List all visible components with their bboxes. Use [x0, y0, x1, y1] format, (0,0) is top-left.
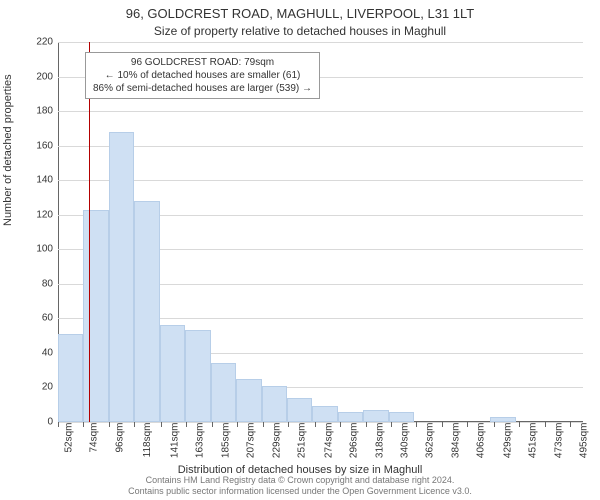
y-tick-label: 140 — [36, 175, 53, 186]
x-tick-mark — [109, 422, 110, 427]
x-tick-mark — [391, 422, 392, 427]
histogram-bar — [58, 334, 83, 422]
y-tick-label: 120 — [36, 209, 53, 220]
x-tick-label: 495sqm — [579, 423, 590, 459]
x-tick-mark — [467, 422, 468, 427]
infobox-line: 96 GOLDCREST ROAD: 79sqm — [93, 56, 312, 69]
x-tick-label: 74sqm — [89, 423, 100, 453]
x-tick-mark — [519, 422, 520, 427]
x-tick-mark — [494, 422, 495, 427]
x-tick-label: 429sqm — [502, 423, 513, 459]
x-tick-label: 118sqm — [142, 423, 153, 458]
gridline — [58, 146, 583, 147]
x-tick-mark — [288, 422, 289, 427]
gridline — [58, 111, 583, 112]
x-tick-mark — [340, 422, 341, 427]
chart-title-sub: Size of property relative to detached ho… — [0, 24, 600, 38]
x-tick-label: 296sqm — [348, 423, 359, 459]
infobox-line: ← 10% of detached houses are smaller (61… — [93, 69, 312, 82]
property-info-box: 96 GOLDCREST ROAD: 79sqm← 10% of detache… — [85, 52, 320, 99]
x-tick-label: 406sqm — [476, 423, 487, 459]
y-tick-label: 60 — [42, 313, 53, 324]
chart-title-main: 96, GOLDCREST ROAD, MAGHULL, LIVERPOOL, … — [0, 6, 600, 21]
infobox-line: 86% of semi-detached houses are larger (… — [93, 82, 312, 95]
footer-line2: Contains public sector information licen… — [128, 486, 472, 496]
y-tick-label: 220 — [36, 37, 53, 48]
x-tick-label: 163sqm — [195, 423, 206, 459]
x-tick-label: 340sqm — [399, 423, 410, 459]
x-tick-mark — [58, 422, 59, 427]
histogram-bar — [287, 398, 312, 422]
y-axis-label: Number of detached properties — [2, 74, 14, 226]
x-tick-mark — [366, 422, 367, 427]
x-tick-label: 52sqm — [64, 423, 75, 453]
x-tick-mark — [545, 422, 546, 427]
histogram-bar — [262, 386, 287, 422]
y-tick-label: 100 — [36, 244, 53, 255]
x-tick-mark — [263, 422, 264, 427]
histogram-bar — [160, 325, 185, 422]
x-tick-mark — [237, 422, 238, 427]
histogram-bar — [134, 201, 159, 422]
x-tick-mark — [134, 422, 135, 427]
plot-area: 02040608010012014016018020022052sqm74sqm… — [58, 42, 583, 422]
x-tick-label: 141sqm — [169, 423, 180, 459]
histogram-bar — [338, 412, 363, 422]
x-tick-mark — [315, 422, 316, 427]
x-tick-mark — [212, 422, 213, 427]
y-tick-label: 160 — [36, 140, 53, 151]
histogram-bar — [363, 410, 388, 422]
histogram-bar — [389, 412, 414, 422]
y-tick-label: 80 — [42, 278, 53, 289]
footer-line1: Contains HM Land Registry data © Crown c… — [146, 475, 455, 485]
x-tick-label: 362sqm — [425, 423, 436, 459]
chart-container: { "title": { "main": "96, GOLDCREST ROAD… — [0, 0, 600, 500]
y-tick-label: 40 — [42, 347, 53, 358]
x-tick-mark — [416, 422, 417, 427]
histogram-bar — [185, 330, 210, 422]
y-tick-label: 0 — [47, 417, 53, 428]
x-tick-label: 451sqm — [528, 423, 539, 459]
x-axis-label: Distribution of detached houses by size … — [0, 464, 600, 476]
x-tick-label: 318sqm — [374, 423, 385, 459]
histogram-bar — [312, 406, 337, 422]
y-tick-label: 200 — [36, 71, 53, 82]
y-tick-label: 180 — [36, 106, 53, 117]
histogram-bar — [236, 379, 261, 422]
x-tick-label: 473sqm — [553, 423, 564, 459]
x-tick-label: 207sqm — [246, 423, 257, 459]
histogram-bar — [83, 210, 108, 422]
footer-attribution: Contains HM Land Registry data © Crown c… — [0, 475, 600, 497]
x-tick-label: 229sqm — [271, 423, 282, 459]
property-marker-line — [89, 42, 90, 422]
x-tick-label: 251sqm — [296, 423, 307, 459]
x-tick-label: 96sqm — [114, 423, 125, 453]
gridline — [58, 42, 583, 43]
x-tick-mark — [161, 422, 162, 427]
x-tick-label: 384sqm — [450, 423, 461, 459]
gridline — [58, 180, 583, 181]
x-tick-mark — [186, 422, 187, 427]
y-tick-label: 20 — [42, 382, 53, 393]
x-tick-label: 274sqm — [323, 423, 334, 459]
x-tick-mark — [442, 422, 443, 427]
x-tick-mark — [570, 422, 571, 427]
x-tick-label: 185sqm — [220, 423, 231, 459]
x-tick-mark — [83, 422, 84, 427]
histogram-bar — [211, 363, 236, 422]
histogram-bar — [109, 132, 134, 422]
